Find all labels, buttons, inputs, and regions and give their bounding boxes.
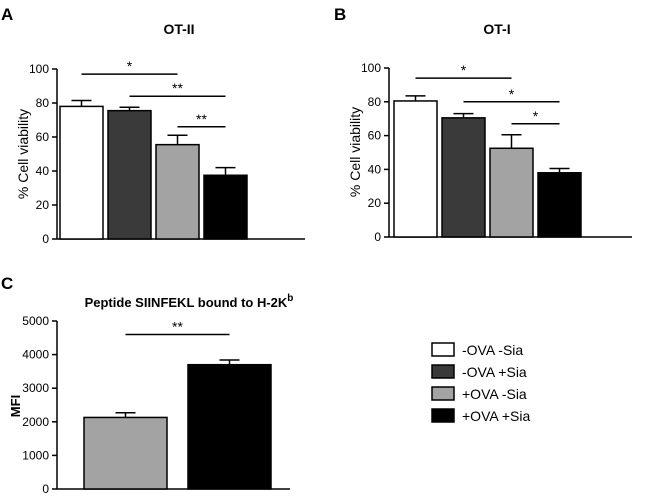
legend-swatch: [431, 364, 455, 379]
panel-a-title: OT-II: [163, 21, 194, 37]
significance-label: **: [172, 318, 183, 334]
y-tick-label: 4000: [22, 348, 49, 362]
significance-label: **: [172, 80, 183, 96]
legend: -OVA -Sia -OVA +Sia +OVA -Sia +OVA +Sia: [431, 342, 530, 424]
significance-label: **: [196, 111, 207, 127]
bar: [489, 147, 534, 238]
significance-label: *: [461, 62, 467, 78]
y-tick-label: 100: [361, 61, 381, 75]
y-tick-label: 1000: [22, 448, 49, 462]
legend-label: -OVA -Sia: [462, 342, 523, 358]
legend-swatch: [431, 342, 455, 357]
panel-c-label: C: [1, 274, 13, 293]
panel-a-label: A: [1, 5, 13, 24]
y-tick-label: 20: [368, 196, 382, 210]
bar: [107, 109, 152, 240]
y-tick-label: 5000: [22, 314, 49, 328]
y-tick-label: 40: [36, 164, 50, 178]
legend-swatch: [431, 408, 455, 423]
bar: [393, 100, 438, 238]
y-tick-label: 3000: [22, 381, 49, 395]
significance-label: *: [509, 86, 515, 102]
bar: [83, 416, 168, 490]
y-tick-label: 60: [36, 130, 50, 144]
y-tick-label: 60: [368, 129, 382, 143]
panel-b: B OT-I % Cell viability 0 20 40 60 80 100 * * *: [334, 5, 632, 244]
panel-c-title-superscript: b: [287, 293, 293, 304]
panel-c-ylabel: MFI: [8, 395, 23, 417]
panel-b-plot: 0 20 40 60 80 100 * * *: [361, 61, 632, 244]
significance-label: *: [533, 108, 539, 124]
panel-b-title: OT-I: [483, 21, 510, 37]
legend-label: +OVA +Sia: [462, 408, 530, 424]
panel-c: C Peptide SIINFEKL bound to H-2Kb MFI 0 1…: [1, 274, 294, 496]
panel-c-title-text: Peptide SIINFEKL bound to H-2K: [85, 295, 288, 310]
legend-label: -OVA +Sia: [462, 364, 527, 380]
y-tick-label: 100: [29, 62, 49, 76]
y-tick-label: 40: [368, 162, 382, 176]
bar: [537, 172, 582, 238]
y-tick-label: 0: [374, 230, 381, 244]
legend-swatch: [431, 386, 455, 401]
bar: [155, 143, 200, 240]
significance-label: *: [127, 58, 133, 74]
legend-label: +OVA -Sia: [462, 386, 527, 402]
panel-c-plot: 0 1000 2000 3000 4000 5000 **: [22, 314, 290, 496]
panel-b-label: B: [334, 5, 346, 24]
bar: [441, 117, 486, 238]
bar: [187, 363, 272, 490]
y-tick-label: 0: [42, 482, 49, 493]
y-tick-label: 80: [36, 96, 50, 110]
y-tick-label: 2000: [22, 415, 49, 429]
y-tick-label: 0: [42, 232, 49, 246]
y-tick-label: 20: [36, 198, 50, 212]
panel-c-title: Peptide SIINFEKL bound to H-2Kb: [85, 293, 294, 310]
bar: [59, 105, 104, 240]
panel-a-ylabel: % Cell viability: [15, 109, 31, 199]
bar: [203, 174, 248, 240]
panel-b-ylabel: % Cell viability: [347, 107, 363, 197]
y-tick-label: 80: [368, 95, 382, 109]
